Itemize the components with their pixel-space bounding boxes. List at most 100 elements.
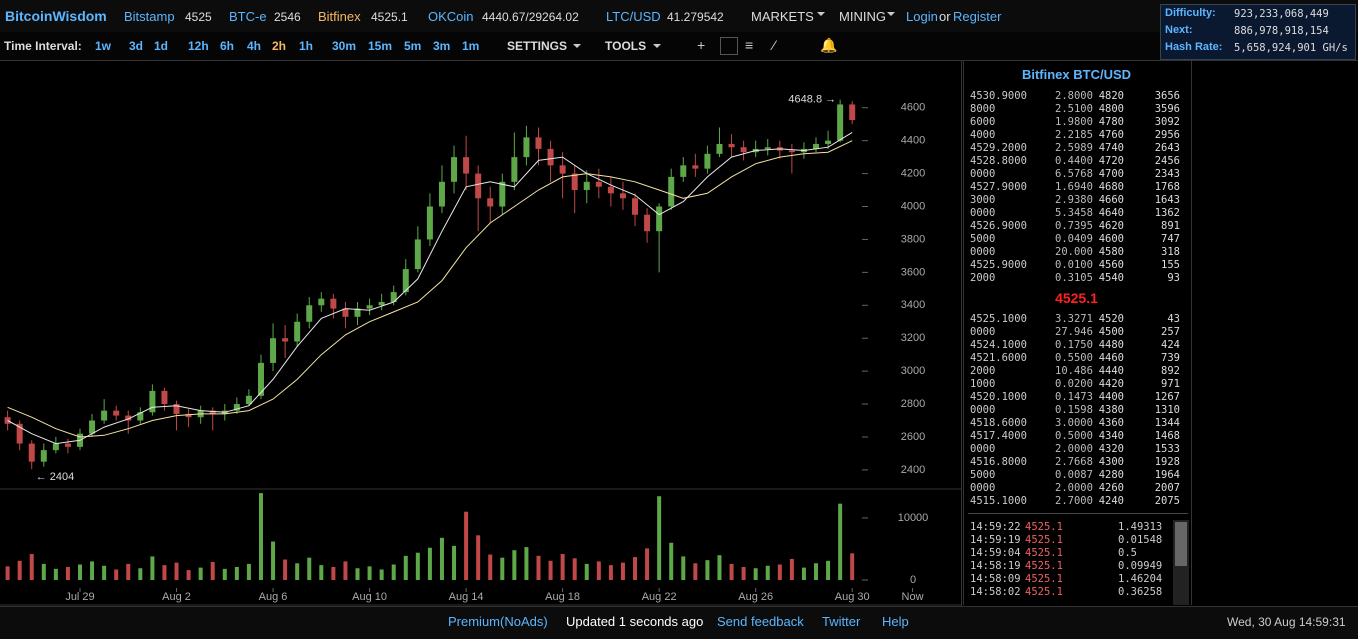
x-tick-label: Jul 29	[65, 591, 94, 603]
tool-icon[interactable]	[720, 37, 738, 55]
interval-button[interactable]: 3d	[129, 39, 144, 53]
interval-button[interactable]: 6h	[220, 39, 235, 53]
book-level: 4420	[1098, 378, 1124, 390]
stat-label: Next:	[1165, 24, 1193, 36]
candle-body	[668, 176, 675, 207]
footer-link[interactable]: Twitter	[822, 614, 861, 629]
candle-body	[245, 395, 252, 405]
interval-button[interactable]: 2h	[272, 39, 287, 53]
interval-button[interactable]: 1m	[462, 39, 480, 53]
book-level: 4540	[1098, 272, 1124, 284]
volume-bar	[717, 555, 722, 581]
book-total: 2456	[1154, 155, 1180, 167]
tool-icon[interactable]: +	[697, 37, 706, 53]
book-total: 1768	[1154, 181, 1180, 193]
book-level: 4600	[1098, 233, 1124, 245]
interval-button[interactable]: 3m	[433, 39, 451, 53]
book-price: 4515.1000	[970, 495, 1027, 507]
interval-button[interactable]: 1h	[299, 39, 314, 53]
candle-body	[825, 140, 832, 144]
interval-button[interactable]: 4h	[247, 39, 262, 53]
brand[interactable]: BitcoinWisdom	[5, 8, 107, 24]
footer-link[interactable]: Premium(NoAds)	[448, 614, 548, 629]
register-link[interactable]: Register	[953, 9, 1002, 24]
volume-bar	[633, 557, 638, 581]
volume-tick-label: 10000	[898, 512, 929, 524]
candle-body	[571, 173, 578, 191]
interval-button[interactable]: 1d	[154, 39, 169, 53]
interval-button[interactable]: 12h	[188, 39, 209, 53]
interval-button[interactable]: 30m	[332, 39, 357, 53]
y-tick-label: 4400	[901, 135, 925, 147]
book-amount: 27.946	[1055, 326, 1093, 338]
x-tick-label: Aug 2	[162, 591, 191, 603]
footer-link[interactable]: Send feedback	[717, 614, 804, 629]
orderbook-title: Bitfinex BTC/USD	[1021, 67, 1132, 82]
ticker-name[interactable]: BTC-e	[229, 9, 267, 24]
tool-icon[interactable]: 🔔	[820, 37, 838, 53]
book-amount: 2.7000	[1055, 495, 1093, 507]
y-tick-label: 3600	[901, 266, 925, 278]
volume-bar	[102, 565, 107, 581]
book-total: 747	[1161, 233, 1180, 245]
volume-bar	[403, 555, 408, 581]
moving-average	[7, 140, 853, 438]
book-total: 971	[1161, 378, 1180, 390]
book-price: 0000	[970, 168, 996, 180]
book-level: 4760	[1098, 129, 1124, 141]
y-tick-label: 3800	[901, 233, 925, 245]
volume-bar	[548, 560, 553, 581]
book-amount: 2.5100	[1055, 103, 1093, 115]
ticker-name[interactable]: Bitfinex	[318, 9, 361, 24]
ticker-price: 4525	[185, 10, 212, 24]
volume-bar	[138, 568, 143, 581]
candle-body	[149, 390, 156, 413]
settings-menu[interactable]: SETTINGS	[507, 39, 568, 53]
volume-bar	[838, 503, 843, 581]
book-amount: 0.3105	[1055, 272, 1093, 284]
book-amount: 0.0200	[1055, 378, 1093, 390]
scrollbar[interactable]	[1173, 520, 1189, 605]
scroll-thumb[interactable]	[1175, 522, 1187, 566]
book-price: 2000	[970, 365, 996, 377]
book-level: 4580	[1098, 246, 1124, 258]
book-price: 4520.1000	[970, 391, 1027, 403]
book-price: 6000	[970, 116, 996, 128]
candle-body	[16, 423, 23, 444]
book-level: 4800	[1098, 103, 1124, 115]
volume-bar	[789, 558, 794, 581]
volume-bar	[657, 496, 662, 581]
interval-button[interactable]: 15m	[368, 39, 393, 53]
trade-time: 14:59:22	[970, 521, 1021, 533]
menu[interactable]: MARKETS	[751, 9, 814, 24]
menu[interactable]: MINING	[839, 9, 886, 24]
ticker-name[interactable]: LTC/USD	[606, 9, 661, 24]
book-level: 4480	[1098, 339, 1124, 351]
interval-button[interactable]: 5m	[404, 39, 422, 53]
tool-icon[interactable]: ≡	[745, 37, 754, 53]
chart: 2400 2600 2800 3000 3200 3400 3600 3800 4000 4200…	[0, 60, 962, 606]
candle-body	[306, 305, 313, 322]
y-tick-label: 3400	[901, 299, 925, 311]
interval-label: Time Interval:	[4, 39, 82, 53]
volume-bar	[645, 548, 650, 581]
footer-link[interactable]: Help	[882, 614, 909, 629]
orderbook-panel	[963, 60, 1192, 605]
stat-label: Hash Rate:	[1165, 41, 1223, 53]
moving-average	[7, 131, 853, 445]
dropdown-caret	[817, 12, 825, 20]
tools-menu[interactable]: TOOLS	[605, 39, 647, 53]
volume-bar	[814, 563, 819, 581]
volume-bar	[524, 547, 529, 581]
login-link[interactable]: Login	[906, 9, 938, 24]
tool-icon[interactable]: ⁄	[773, 37, 776, 53]
book-total: 2643	[1154, 142, 1180, 154]
ticker-name[interactable]: OKCoin	[428, 9, 474, 24]
ticker-name[interactable]: Bitstamp	[124, 9, 175, 24]
stats-box	[1160, 4, 1356, 60]
trade-price: 4525.1	[1025, 573, 1063, 585]
volume-bar	[536, 555, 541, 581]
dropdown-caret	[573, 44, 581, 52]
x-tick-label: Aug 18	[545, 591, 580, 603]
interval-button[interactable]: 1w	[95, 39, 112, 53]
